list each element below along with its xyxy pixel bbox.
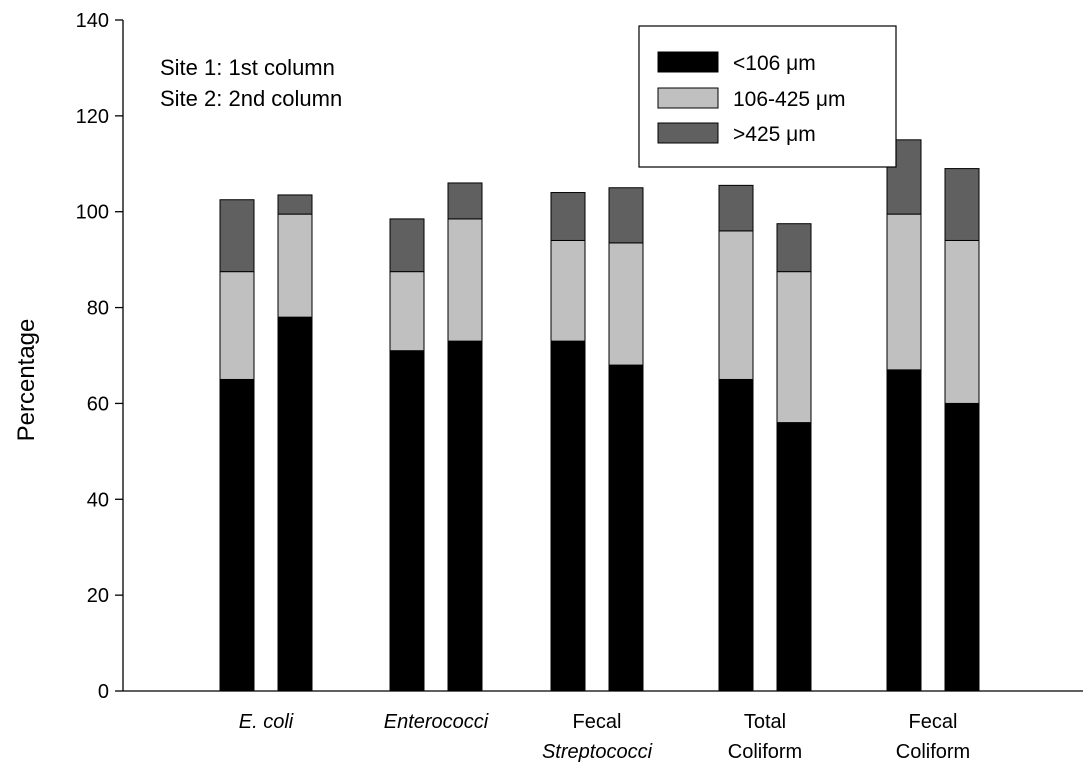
legend-label: 106-425 μm — [733, 88, 846, 111]
category-label: E. coli — [239, 711, 294, 733]
bar-segment — [277, 213, 313, 318]
bar-segment — [776, 422, 812, 692]
bar-segment — [219, 271, 255, 380]
site-annotation: Site 1: 1st column Site 2: 2nd column — [160, 55, 342, 111]
bar-segment — [886, 213, 922, 371]
y-tick-label: 60 — [87, 393, 109, 415]
legend-label: <106 μm — [733, 52, 816, 75]
bar-segment — [277, 194, 313, 215]
legend-swatch — [657, 122, 719, 144]
y-tick-label: 80 — [87, 298, 109, 320]
bar-segment — [608, 364, 644, 692]
category-label: Fecal — [909, 711, 958, 733]
bar-segment — [389, 271, 425, 352]
bar-segment — [944, 168, 980, 241]
bar-segment — [886, 369, 922, 692]
category-label: Streptococci — [542, 741, 653, 763]
bar-segment — [447, 340, 483, 692]
bar-segment — [447, 182, 483, 220]
bar-segment — [608, 242, 644, 366]
category-label: Enterococci — [384, 711, 489, 733]
category-label: Fecal — [573, 711, 622, 733]
category-label: Coliform — [728, 741, 802, 763]
bar-segment — [389, 350, 425, 692]
legend-swatch — [657, 51, 719, 73]
bar-segment — [219, 378, 255, 692]
bars — [219, 139, 980, 692]
y-tick-label: 120 — [76, 106, 109, 128]
bar-segment — [718, 378, 754, 692]
bar-segment — [776, 223, 812, 273]
legend-swatch — [657, 87, 719, 109]
bar-segment — [944, 239, 980, 404]
bar-segment — [550, 239, 586, 342]
y-axis-label: Percentage — [13, 319, 40, 442]
bar-segment — [447, 218, 483, 342]
legend: <106 μm 106-425 μm >425 μm — [638, 25, 897, 168]
bar-segment — [550, 340, 586, 692]
bar-segment — [608, 187, 644, 244]
legend-label: >425 μm — [733, 123, 816, 146]
category-label: Coliform — [896, 741, 970, 763]
annotation-site-1: Site 1: 1st column — [160, 55, 335, 80]
category-labels: E. coli Enterococci Fecal Streptococci Total… — [239, 711, 970, 763]
bar-segment — [389, 218, 425, 273]
bar-segment — [550, 192, 586, 241]
bar-segment — [718, 184, 754, 232]
bar-segment — [776, 271, 812, 424]
bar-segment — [277, 316, 313, 692]
y-axis: 0 20 40 60 80 100 120 140 — [76, 10, 124, 703]
y-tick-label: 100 — [76, 202, 109, 224]
y-tick-label: 0 — [98, 681, 109, 703]
bar-segment — [219, 199, 255, 273]
y-tick-label: 40 — [87, 489, 109, 511]
y-tick-label: 140 — [76, 10, 109, 32]
annotation-site-2: Site 2: 2nd column — [160, 86, 342, 111]
bar-segment — [718, 230, 754, 380]
bar-segment — [944, 402, 980, 692]
category-label: Total — [744, 711, 786, 733]
y-tick-label: 20 — [87, 585, 109, 607]
